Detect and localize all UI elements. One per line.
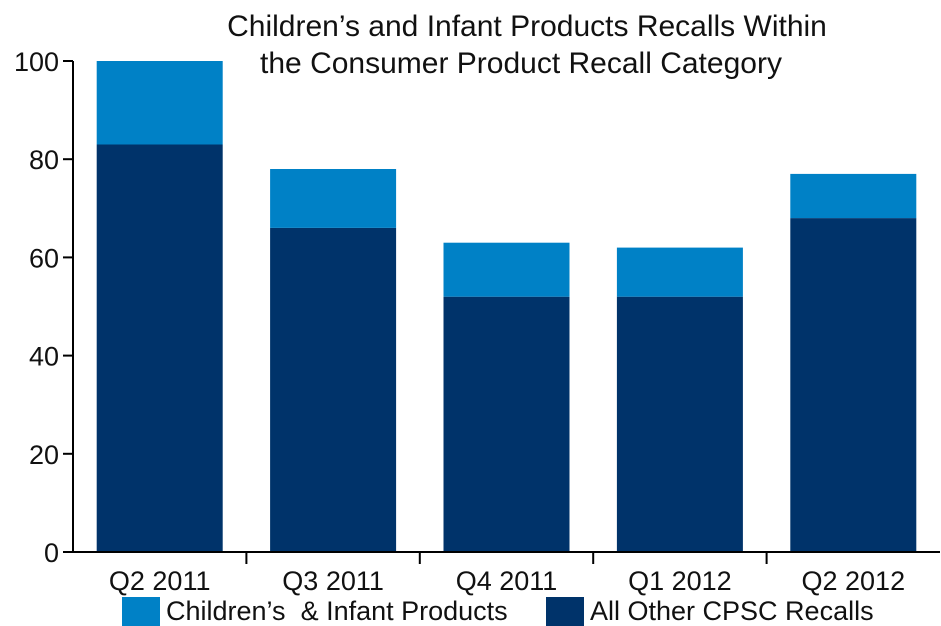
legend-label-children: Children’s & Infant Products (166, 596, 508, 626)
x-tick-label: Q2 2011 (109, 566, 211, 596)
y-tick-label: 60 (29, 243, 59, 273)
y-tick-label: 20 (29, 440, 59, 470)
bar-children-0 (96, 61, 223, 145)
x-tick-label: Q2 2012 (802, 566, 906, 596)
y-tick-label: 80 (29, 145, 59, 175)
x-tick-label: Q1 2012 (628, 566, 732, 596)
y-tick-label: 0 (44, 538, 59, 568)
legend-swatch-children (122, 597, 160, 626)
chart-title-line-2: the Consumer Product Recall Category (260, 47, 782, 80)
bar-children-1 (270, 169, 397, 228)
chart-title-line-1: Children’s and Infant Products Recalls W… (227, 10, 827, 43)
bar-other-3 (616, 296, 743, 552)
x-tick-label: Q3 2011 (282, 566, 384, 596)
bar-other-1 (270, 227, 397, 552)
y-tick-label: 40 (29, 342, 59, 372)
bar-other-4 (790, 218, 917, 552)
bar-children-4 (790, 173, 917, 219)
legend-swatch-other (546, 597, 584, 626)
legend-label-other: All Other CPSC Recalls (590, 596, 874, 626)
bars-group (96, 61, 917, 552)
bar-children-2 (443, 242, 570, 297)
y-tick-label: 100 (14, 47, 59, 77)
axes-group: Q2 2011 Q3 2011 Q4 2011 Q1 2012 Q2 2012 0 20 40… (14, 47, 940, 596)
bar-children-3 (616, 247, 743, 297)
bar-other-0 (96, 144, 223, 552)
bar-other-2 (443, 296, 570, 552)
legend: Children’s & Infant Products All Other CP… (122, 596, 874, 626)
x-tick-label: Q4 2011 (456, 566, 558, 596)
